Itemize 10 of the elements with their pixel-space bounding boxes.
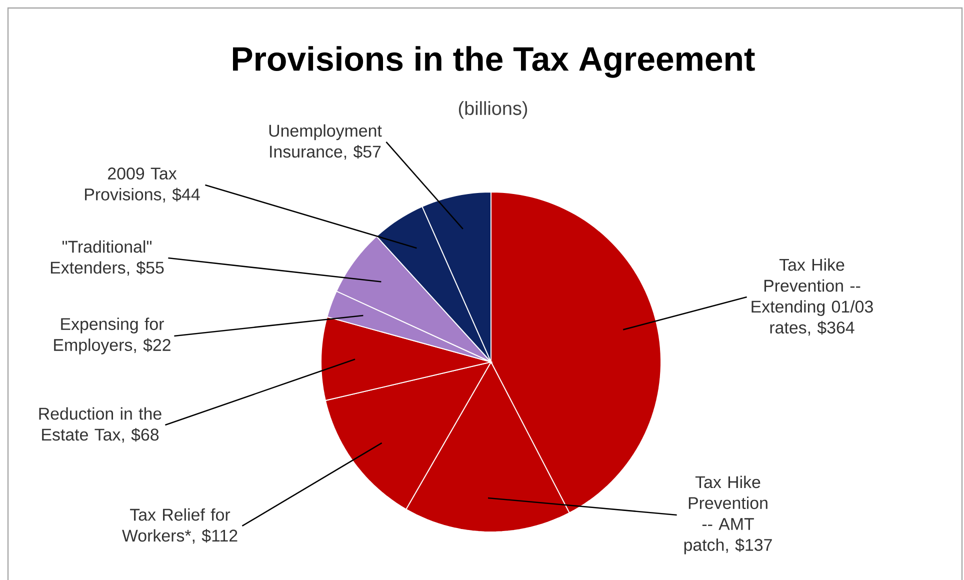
- chart-title: Provisions in the Tax Agreement: [233, 46, 755, 78]
- slice-label: 2009 Tax Provisions, $44: [85, 168, 200, 202]
- slice-label: "Traditional" Extenders, $55: [50, 240, 164, 276]
- slice-label: Tax Hike Prevention -- AMT patch, $137: [684, 476, 772, 554]
- slice-label: Tax Relief for Workers*, $112: [122, 508, 238, 544]
- slice-label: Tax Hike Prevention -- Extending 01/03 rates, $364: [752, 258, 873, 336]
- slice-label: Reduction in the Estate Tax, $68: [39, 407, 162, 443]
- slice-label: Unemployment Insurance, $57: [269, 124, 382, 160]
- slice-label: Expensing for Employers, $22: [54, 318, 170, 354]
- chart-subtitle: (billions): [458, 101, 528, 119]
